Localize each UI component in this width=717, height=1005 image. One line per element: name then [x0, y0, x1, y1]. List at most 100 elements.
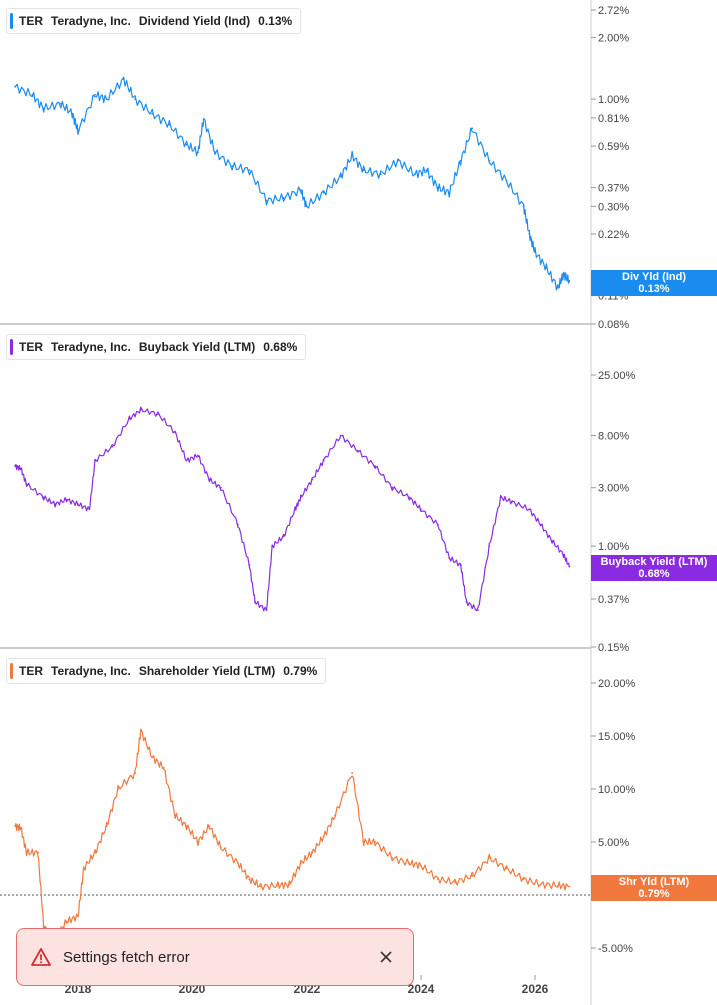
data-point — [477, 609, 479, 611]
data-point — [271, 545, 274, 547]
y-tick-label: 0.81% — [598, 113, 629, 125]
data-point — [88, 508, 91, 511]
data-point — [237, 523, 239, 526]
data-point — [219, 846, 222, 849]
data-point — [299, 496, 302, 499]
data-point — [499, 496, 502, 499]
data-point — [305, 205, 308, 208]
data-point — [71, 112, 74, 115]
data-point — [551, 540, 553, 542]
data-point — [465, 601, 468, 603]
data-point — [437, 186, 439, 189]
legend-value: 0.13% — [258, 14, 293, 28]
data-point — [557, 884, 559, 887]
data-point — [174, 431, 177, 434]
legend-ticker: TER — [19, 664, 43, 678]
data-point — [391, 857, 394, 859]
data-point — [54, 503, 56, 506]
data-point — [414, 173, 416, 176]
data-point — [94, 93, 96, 96]
y-tick-label: 0.15% — [598, 642, 629, 654]
y-tick-label: 0.37% — [598, 594, 629, 606]
y-tick-label: 5.00% — [598, 837, 629, 849]
legend-company: Teradyne, Inc. — [51, 340, 131, 354]
data-point — [351, 772, 354, 774]
data-point — [282, 535, 285, 538]
data-point — [94, 459, 96, 462]
data-point — [214, 151, 217, 154]
data-point — [65, 920, 68, 923]
legend-company: Teradyne, Inc. — [51, 664, 131, 678]
legend-dividend-yield[interactable]: TER Teradyne, Inc. Dividend Yield (Ind) … — [6, 8, 302, 34]
data-point — [208, 478, 211, 481]
y-tick-label: 3.00% — [598, 483, 629, 495]
data-point — [277, 884, 279, 887]
data-point — [237, 862, 239, 865]
data-point — [448, 557, 451, 559]
y-tick-label: 2.72% — [598, 5, 629, 17]
data-point — [31, 93, 34, 96]
data-point — [25, 851, 28, 854]
legend-shareholder-yield[interactable]: TER Teradyne, Inc. Shareholder Yield (LT… — [6, 658, 327, 684]
badge-value: 0.79% — [638, 888, 670, 900]
data-point — [185, 825, 188, 827]
data-point — [568, 279, 571, 282]
data-point — [557, 287, 559, 289]
toast-message: Settings fetch error — [63, 948, 190, 966]
data-point — [471, 127, 474, 130]
data-point — [265, 199, 268, 202]
data-point — [357, 450, 359, 452]
data-point — [122, 78, 125, 81]
badge-value: 0.13% — [638, 283, 670, 295]
data-point — [505, 179, 508, 182]
data-point — [448, 191, 451, 194]
data-point — [311, 851, 314, 854]
data-point — [562, 553, 565, 556]
close-icon — [380, 951, 392, 963]
data-point — [208, 825, 211, 827]
data-point — [254, 601, 256, 603]
y-tick-label: 0.22% — [598, 229, 629, 241]
data-point — [248, 564, 251, 566]
data-point — [339, 175, 342, 178]
badge-label: Buyback Yield (LTM) — [600, 556, 708, 568]
data-point — [528, 233, 531, 235]
series-line — [14, 406, 570, 612]
data-point — [408, 496, 411, 499]
data-point — [134, 98, 137, 100]
legend-buyback-yield[interactable]: TER Teradyne, Inc. Buyback Yield (LTM) 0… — [6, 334, 307, 360]
badge-shareholder-yield: Shr Yld (LTM) 0.79% — [591, 875, 717, 901]
legend-swatch-dividend — [10, 13, 13, 29]
data-point — [288, 883, 291, 886]
data-point — [351, 154, 354, 157]
data-point — [425, 169, 428, 172]
data-point — [511, 501, 513, 503]
x-tick-label: 2024 — [408, 982, 435, 996]
data-point — [128, 417, 131, 420]
data-point — [334, 814, 336, 817]
data-point — [322, 459, 325, 462]
axis-ticks: 2.72% 2.00% 1.00% 0.81% 0.59% 0.37% 0.30% 0.22%… — [65, 5, 636, 996]
badge-buyback-yield: Buyback Yield (LTM) 0.68% — [591, 555, 717, 581]
data-point — [488, 545, 491, 547]
data-point — [231, 165, 234, 168]
legend-metric: Shareholder Yield (LTM) — [138, 664, 276, 678]
toast-close-button[interactable] — [371, 942, 401, 972]
data-point — [379, 173, 382, 176]
badge-label: Div Yld (Ind) — [622, 271, 686, 283]
data-point — [248, 878, 251, 880]
data-point — [539, 523, 542, 526]
y-tick-label: 0.08% — [598, 319, 629, 331]
y-tick-label: 1.00% — [598, 541, 629, 553]
data-point — [459, 564, 462, 566]
data-point — [294, 508, 296, 511]
data-point — [60, 102, 62, 105]
data-point — [197, 841, 199, 843]
data-point — [42, 496, 45, 499]
y-tick-label: 20.00% — [598, 678, 636, 690]
x-tick-label: 2026 — [522, 982, 549, 996]
data-point — [391, 486, 394, 489]
data-point — [94, 851, 96, 854]
legend-metric: Dividend Yield (Ind) — [138, 14, 251, 28]
data-point — [339, 434, 342, 437]
